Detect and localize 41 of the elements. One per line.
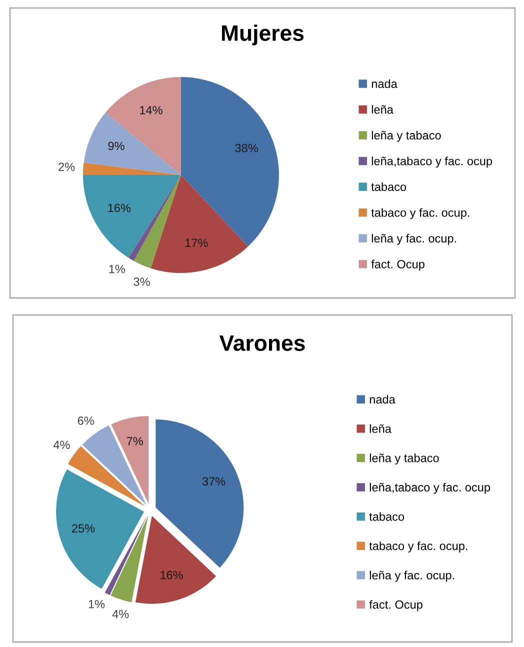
data-label: 2% [58, 162, 75, 171]
chart-title: Mujeres [222, 24, 304, 46]
legend-label: nada [370, 394, 396, 404]
pie-slice [150, 175, 248, 273]
legend-label: leña,tabaco y fac. ocup [372, 156, 492, 168]
data-label: 7% [126, 437, 143, 446]
legend-label: fact. Ocup [371, 260, 424, 271]
pie-slice [83, 175, 181, 258]
data-label: 1% [88, 600, 105, 608]
legend-label: tabaco y fac. ocup. [369, 541, 468, 552]
legend-label: leña y fac. ocup. [370, 570, 454, 582]
data-label: 3% [134, 278, 150, 286]
pie-slice [84, 112, 181, 175]
data-label: 14% [140, 106, 162, 114]
data-label: 16% [108, 204, 131, 212]
pie-slice [83, 162, 181, 175]
legend-label: tabaco y fac. ocup. [371, 208, 470, 220]
legend-label: leña y tabaco [372, 130, 441, 142]
data-label: 4% [112, 610, 129, 618]
legend-label: leña y fac. ocup. [372, 234, 456, 245]
legend-label: tabaco [371, 182, 406, 192]
data-label: 16% [160, 570, 183, 580]
data-label: 9% [108, 142, 124, 150]
data-label: 25% [72, 524, 95, 533]
data-label: 4% [53, 440, 70, 449]
legend-label: leña y tabaco [370, 454, 439, 465]
data-label: 6% [78, 416, 94, 425]
legend-label: leña,tabaco y fac. ocup [370, 482, 490, 494]
legend-label: fact. Ocup [369, 600, 422, 612]
legend-label: leña [370, 424, 392, 433]
chart-title: Varones [219, 335, 305, 351]
legend-label: leña [372, 105, 394, 114]
pie-slice [134, 175, 181, 268]
pie-slice [181, 77, 279, 246]
legend-label: nada [372, 79, 398, 88]
pie-slice [105, 77, 181, 175]
legend-label: tabaco [369, 512, 404, 521]
data-label: 38% [235, 144, 258, 152]
data-label: 17% [185, 238, 208, 247]
data-label: 1% [109, 264, 125, 274]
data-label: 37% [202, 477, 226, 486]
